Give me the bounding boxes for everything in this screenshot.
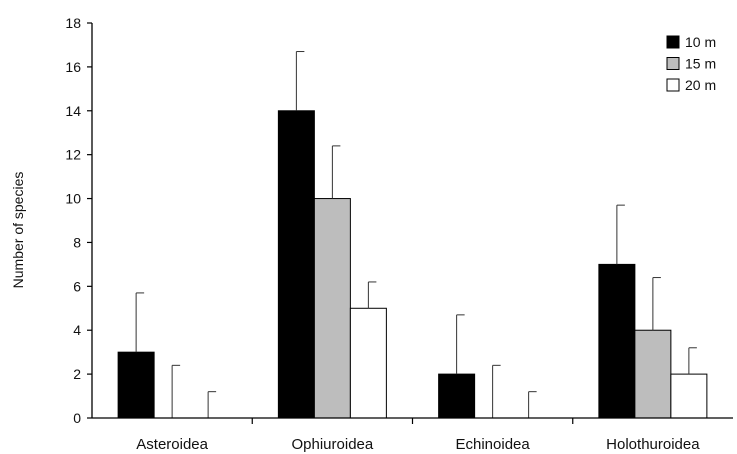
legend-swatch xyxy=(666,35,680,49)
bar xyxy=(598,263,636,419)
x-axis: Asteroidea Ophiuroidea Echinoidea Holothuro… xyxy=(92,417,733,453)
bars xyxy=(117,51,708,419)
legend: 10 m 15 m 20 m xyxy=(666,34,716,93)
bar xyxy=(634,329,672,419)
y-tick-label: 12 xyxy=(65,147,81,163)
legend-label: 20 m xyxy=(685,77,716,93)
y-tick-label: 16 xyxy=(65,59,81,75)
y-tick-label: 4 xyxy=(73,322,81,338)
y-axis-title: Number of species xyxy=(10,172,26,289)
y-tick-label: 18 xyxy=(65,15,81,31)
bar xyxy=(438,373,476,419)
bar xyxy=(670,373,708,419)
legend-swatch xyxy=(666,57,680,70)
y-tick-label: 2 xyxy=(73,366,81,382)
legend-label: 10 m xyxy=(685,34,716,50)
bar xyxy=(277,110,315,419)
x-category-label: Holothuroidea xyxy=(606,436,700,453)
bar xyxy=(117,351,155,419)
y-tick-label: 14 xyxy=(65,103,81,119)
x-category-label: Echinoidea xyxy=(456,436,531,453)
x-category-label: Asteroidea xyxy=(136,436,208,453)
y-tick-label: 10 xyxy=(65,191,81,207)
bar xyxy=(313,198,351,419)
y-tick-label: 0 xyxy=(73,410,81,426)
legend-label: 15 m xyxy=(685,56,716,72)
legend-swatch xyxy=(666,78,680,92)
x-category-label: Ophiuroidea xyxy=(292,436,374,453)
y-tick-label: 8 xyxy=(73,234,81,250)
y-axis: 0 2 4 6 8 10 12 14 16 18 xyxy=(65,15,93,426)
y-tick-label: 6 xyxy=(73,278,81,294)
bar xyxy=(349,307,387,419)
